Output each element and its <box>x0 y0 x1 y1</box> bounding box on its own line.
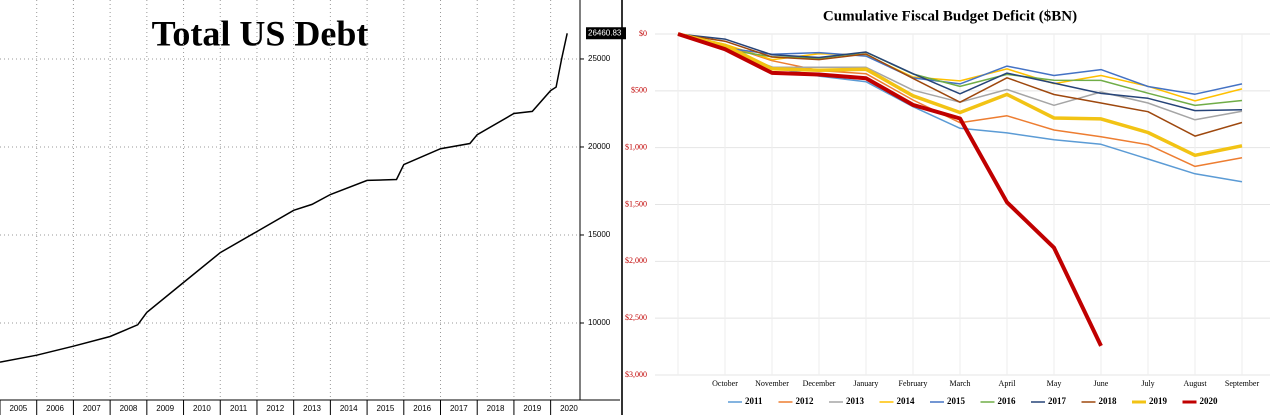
x-tick-label: 2019 <box>523 404 541 413</box>
chart-title: Total US Debt <box>152 13 369 53</box>
x-tick-label: July <box>1141 379 1154 388</box>
series-line <box>677 32 1103 347</box>
x-tick-label: 2009 <box>156 404 174 413</box>
legend-label: 2015 <box>947 396 966 406</box>
y-tick-label: $2,000 <box>625 256 647 265</box>
legend-label: 2018 <box>1099 396 1118 406</box>
series-line <box>677 33 1243 168</box>
legend-label: 2017 <box>1048 396 1067 406</box>
x-tick-label: 2011 <box>230 404 248 413</box>
x-tick-label: 2010 <box>193 404 211 413</box>
series-line <box>677 32 1243 158</box>
x-tick-label: 2007 <box>83 404 101 413</box>
series-line <box>677 33 1243 112</box>
legend-label: 2019 <box>1149 396 1168 406</box>
x-tick-label: September <box>1225 379 1260 388</box>
x-tick-label: 2014 <box>340 404 358 413</box>
y-tick-label: $0 <box>639 29 647 38</box>
legend-label: 2016 <box>998 396 1017 406</box>
x-tick-label: June <box>1094 379 1109 388</box>
x-tick-label: 2008 <box>120 404 138 413</box>
y-tick-label: 15000 <box>588 230 611 239</box>
legend-label: 2013 <box>846 396 865 406</box>
x-tick-label: October <box>712 379 738 388</box>
chart-title: Cumulative Fiscal Budget Deficit ($BN) <box>823 8 1077 24</box>
x-tick-label: January <box>854 379 879 388</box>
last-value-box <box>586 27 626 40</box>
x-tick-label: February <box>899 379 928 388</box>
x-tick-label: April <box>999 379 1017 388</box>
x-tick-label: November <box>755 379 789 388</box>
x-tick-label: March <box>950 379 971 388</box>
debt-line <box>0 33 568 363</box>
legend-label: 2011 <box>745 396 763 406</box>
legend-label: 2020 <box>1200 396 1219 406</box>
y-tick-label: 10000 <box>588 318 611 327</box>
y-tick-label: $500 <box>631 86 647 95</box>
x-tick-label: May <box>1047 379 1062 388</box>
x-tick-label: August <box>1183 379 1207 388</box>
x-tick-label: 2013 <box>303 404 321 413</box>
x-tick-label: 2012 <box>266 404 284 413</box>
x-tick-label: 2018 <box>487 404 505 413</box>
y-tick-label: $1,500 <box>625 199 647 208</box>
y-tick-label: 20000 <box>588 142 611 151</box>
x-tick-label: 2020 <box>560 404 578 413</box>
y-tick-label: $2,500 <box>625 313 647 322</box>
legend-label: 2014 <box>897 396 916 406</box>
series-line <box>677 33 1243 137</box>
y-tick-label: 25000 <box>588 54 611 63</box>
x-tick-label: 2006 <box>46 404 64 413</box>
x-tick-label: 2017 <box>450 404 468 413</box>
x-tick-label: December <box>803 379 836 388</box>
y-tick-label: $1,000 <box>625 142 647 151</box>
y-tick-label: $3,000 <box>625 370 647 379</box>
legend-label: 2012 <box>796 396 815 406</box>
x-tick-label: 2016 <box>413 404 431 413</box>
x-tick-label: 2015 <box>377 404 395 413</box>
x-tick-label: 2005 <box>9 404 27 413</box>
last-value-label: 26460.83 <box>588 28 622 37</box>
